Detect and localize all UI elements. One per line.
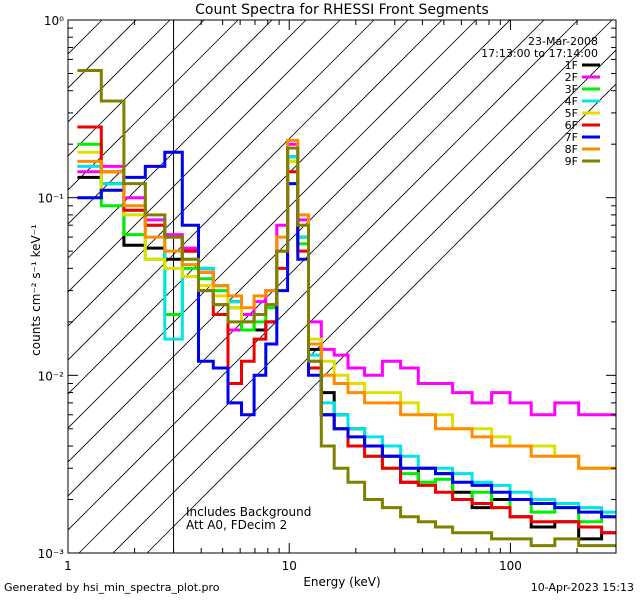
footer-timestamp: 10-Apr-2023 15:13 bbox=[530, 581, 634, 594]
axis-ticks bbox=[67, 19, 617, 554]
y-tick-label: 10⁻² bbox=[38, 369, 65, 383]
x-tick-label: 1 bbox=[64, 559, 72, 573]
hatch-line bbox=[68, 20, 579, 531]
hatch-line bbox=[68, 20, 409, 361]
annotation-attenuator: Att A0, FDecim 2 bbox=[186, 518, 287, 532]
series-line-9F bbox=[77, 69, 616, 548]
hatch-line bbox=[146, 83, 616, 553]
legend-label-6F: 6F bbox=[565, 119, 578, 132]
series-line-5F bbox=[77, 150, 616, 470]
series-line-8F bbox=[77, 138, 616, 470]
legend-label-1F: 1F bbox=[565, 59, 578, 72]
hatch-line bbox=[68, 20, 205, 157]
hatch-line bbox=[68, 20, 341, 293]
series-line-7F bbox=[77, 150, 616, 519]
x-tick-label: 100 bbox=[499, 559, 522, 573]
footer-generated-by: Generated by hsi_min_spectra_plot.pro bbox=[4, 581, 220, 594]
hatch-line bbox=[68, 20, 103, 55]
hatch-line bbox=[112, 49, 616, 553]
legend-label-3F: 3F bbox=[565, 83, 578, 96]
series-lines bbox=[77, 69, 616, 548]
hatch-line bbox=[68, 20, 171, 123]
hatched-region bbox=[68, 20, 616, 553]
annotation-background: Includes Background bbox=[186, 505, 311, 519]
legend-label-4F: 4F bbox=[565, 95, 578, 108]
legend-label-7F: 7F bbox=[565, 131, 578, 144]
hatch-line bbox=[78, 20, 613, 553]
hatch-line bbox=[68, 20, 273, 225]
series-line-4F bbox=[77, 155, 616, 514]
legend-label-9F: 9F bbox=[565, 155, 578, 168]
y-axis-label: counts cm⁻² s⁻¹ keV⁻¹ bbox=[29, 224, 43, 356]
hatch-line bbox=[68, 20, 239, 191]
x-tick-label: 10 bbox=[282, 559, 297, 573]
x-axis-label: Energy (keV) bbox=[303, 575, 380, 589]
hatch-line bbox=[68, 20, 511, 463]
date-label: 23-Mar-2008 bbox=[528, 35, 598, 48]
legend-label-5F: 5F bbox=[565, 107, 578, 120]
legend-label-8F: 8F bbox=[565, 143, 578, 156]
hatch-line bbox=[68, 20, 375, 327]
hatch-line bbox=[68, 20, 443, 395]
legend-label-2F: 2F bbox=[565, 71, 578, 84]
series-line-6F bbox=[77, 125, 616, 535]
y-tick-label: 10⁰ bbox=[44, 14, 64, 28]
time-range-label: 17:13:00 to 17:14:00 bbox=[481, 47, 598, 60]
hatch-line bbox=[68, 20, 307, 259]
series-line-2F bbox=[77, 142, 616, 417]
x-tick-labels: 1 10 100 bbox=[64, 559, 522, 573]
plot-frame bbox=[67, 19, 617, 554]
y-tick-label: 10⁻¹ bbox=[38, 192, 65, 206]
y-tick-labels: 10⁰ 10⁻¹ 10⁻² 10⁻³ bbox=[38, 14, 65, 561]
chart-title: Count Spectra for RHESSI Front Segments bbox=[195, 2, 489, 18]
y-tick-label: 10⁻³ bbox=[38, 547, 65, 561]
